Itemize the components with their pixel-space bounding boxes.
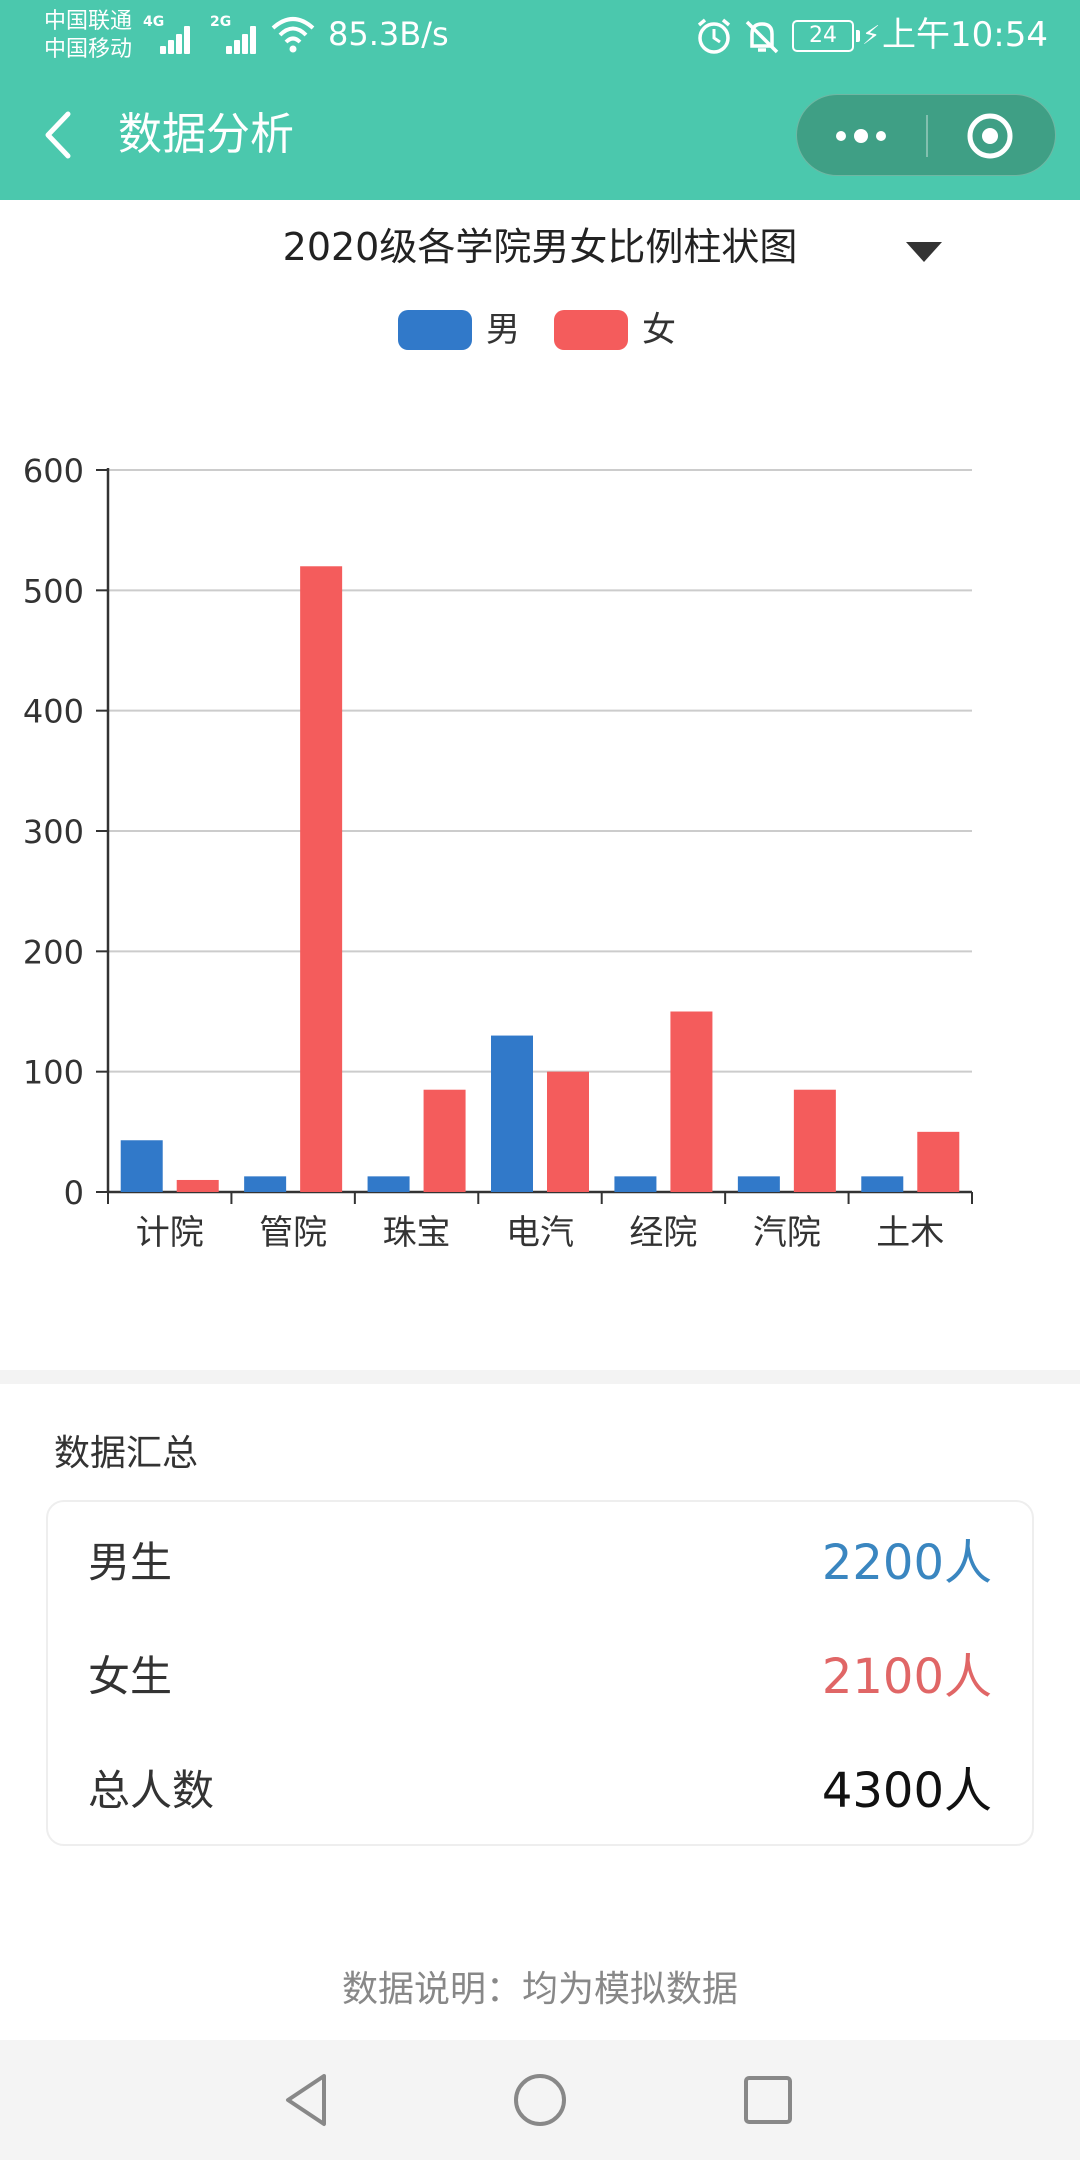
bar-female bbox=[423, 1089, 466, 1192]
bar-female bbox=[793, 1089, 836, 1192]
nav-home-icon[interactable] bbox=[500, 2064, 580, 2136]
nav-recents-icon[interactable] bbox=[728, 2064, 808, 2136]
summary-value: 4300人 bbox=[821, 1763, 992, 1819]
legend-label-female: 女 bbox=[642, 310, 676, 350]
bar-male bbox=[491, 1035, 533, 1192]
summary-title: 数据汇总 bbox=[54, 1433, 199, 1474]
battery-level: 24 bbox=[809, 23, 837, 48]
back-icon[interactable] bbox=[38, 106, 86, 164]
capsule-divider bbox=[926, 115, 928, 157]
y-tick-label: 100 bbox=[23, 1054, 84, 1092]
chevron-down-icon[interactable] bbox=[900, 234, 948, 268]
bar-female bbox=[547, 1071, 589, 1192]
x-tick-label: 管院 bbox=[259, 1213, 327, 1253]
x-tick-label: 汽院 bbox=[753, 1213, 821, 1253]
bar-male bbox=[737, 1176, 780, 1192]
bar-male bbox=[614, 1176, 657, 1192]
bar-female bbox=[917, 1131, 960, 1192]
chart-title: 2020级各学院男女比例柱状图 bbox=[282, 225, 798, 269]
more-icon[interactable] bbox=[797, 95, 927, 177]
summary-label: 女生 bbox=[88, 1652, 173, 1701]
section-divider bbox=[0, 1370, 1080, 1384]
bar-chart: 0 100 200 300 400 500 600 计院 管院 珠宝 电汽 经院 汽院 土木 bbox=[23, 452, 973, 1253]
signal-icon bbox=[160, 18, 200, 54]
wifi-icon bbox=[271, 17, 315, 53]
alarm-icon bbox=[697, 18, 731, 54]
summary-row-male: 男生 2200人 bbox=[48, 1522, 1032, 1602]
signal-icon bbox=[226, 18, 266, 54]
carrier-2: 中国移动 bbox=[44, 37, 133, 62]
y-tick-label: 200 bbox=[23, 933, 84, 971]
page-title: 数据分析 bbox=[118, 109, 294, 160]
bar-female bbox=[176, 1179, 219, 1192]
bar-male bbox=[244, 1176, 287, 1192]
close-target-icon[interactable] bbox=[927, 95, 1057, 177]
legend-label-male: 男 bbox=[486, 310, 520, 350]
bar-male bbox=[120, 1140, 163, 1192]
summary-row-total: 总人数 4300人 bbox=[48, 1750, 1032, 1830]
mini-program-capsule bbox=[796, 94, 1056, 176]
y-tick-label: 600 bbox=[23, 452, 84, 490]
bar-male bbox=[367, 1176, 410, 1192]
bar-female bbox=[670, 1011, 713, 1192]
x-tick-label: 珠宝 bbox=[383, 1213, 451, 1253]
network-speed: 85.3B/s bbox=[328, 15, 449, 53]
y-tick-label: 400 bbox=[23, 693, 84, 731]
legend-swatch-female bbox=[554, 310, 628, 350]
summary-value: 2200人 bbox=[821, 1535, 992, 1591]
x-tick-label: 经院 bbox=[629, 1213, 697, 1253]
summary-label: 总人数 bbox=[88, 1766, 215, 1815]
system-nav-bar bbox=[0, 2040, 1080, 2160]
x-tick-label: 计院 bbox=[136, 1213, 204, 1253]
summary-value: 2100人 bbox=[821, 1649, 992, 1705]
battery-icon: 24 bbox=[792, 20, 860, 52]
summary-row-female: 女生 2100人 bbox=[48, 1636, 1032, 1716]
bar-male bbox=[861, 1176, 904, 1192]
y-tick-label: 300 bbox=[23, 813, 84, 851]
y-tick-label: 0 bbox=[64, 1174, 84, 1212]
network-type-2: 2G bbox=[210, 14, 232, 30]
network-type-1: 4G bbox=[143, 14, 165, 30]
x-tick-label: 土木 bbox=[876, 1213, 944, 1253]
legend-swatch-male bbox=[398, 310, 472, 350]
chart-legend: 男 女 bbox=[0, 298, 1080, 358]
clock: 上午10:54 bbox=[882, 15, 1048, 55]
carrier-1: 中国联通 bbox=[44, 9, 133, 34]
summary-label: 男生 bbox=[88, 1538, 173, 1587]
x-tick-label: 电汽 bbox=[506, 1213, 574, 1253]
status-bar: 中国联通 中国移动 4G 2G 85.3B/s 24 ⚡ 上午10:54 bbox=[0, 0, 1080, 70]
charging-icon: ⚡ bbox=[862, 21, 881, 51]
y-tick-label: 500 bbox=[23, 572, 84, 610]
bar-female bbox=[300, 566, 343, 1192]
data-note: 数据说明：均为模拟数据 bbox=[341, 1969, 738, 2010]
summary-card: 男生 2200人 女生 2100人 总人数 4300人 bbox=[46, 1500, 1034, 1846]
carrier-labels: 中国联通 中国移动 bbox=[44, 8, 132, 64]
mute-bell-icon bbox=[745, 20, 779, 54]
app-header: 数据分析 bbox=[0, 70, 1080, 200]
nav-back-icon[interactable] bbox=[268, 2064, 348, 2136]
